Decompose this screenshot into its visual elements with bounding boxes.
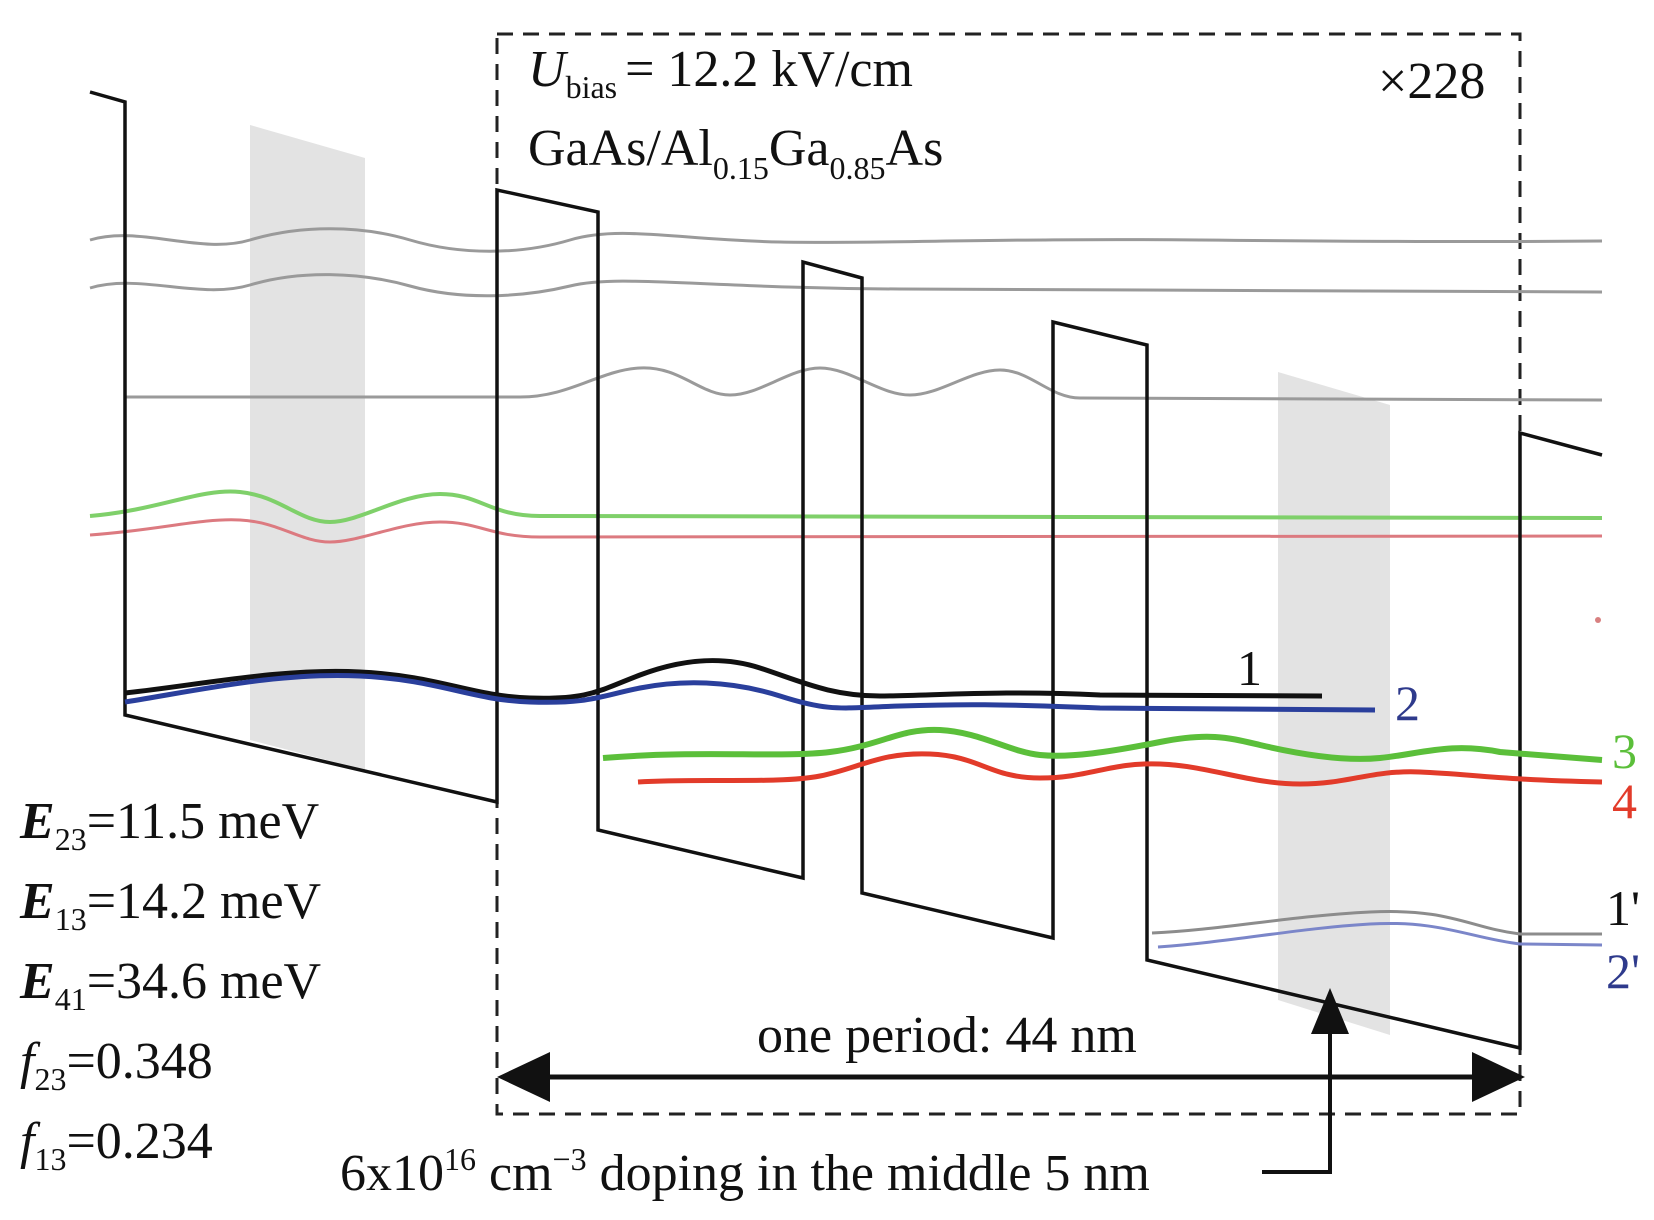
energy-item: f13=0.234 [20,1113,213,1177]
doped-region-right [1278,372,1390,1035]
energy-item: E13=14.2 meV [19,873,321,937]
continuum-state-2 [89,273,1603,298]
continuum-state-1 [89,227,1603,253]
upper-state-red [89,518,1603,544]
upper-state-green [89,489,1603,525]
bias-label: Ubias = 12.2 kV/cm [528,41,913,105]
state-1prime-line [1151,909,1602,936]
conduction-band-edge [89,90,1603,1051]
period-arrow-left-head [497,1052,550,1102]
multiplier-label: ×228 [1378,53,1485,110]
doping-label: 6x1016 cm−3 doping in the middle 5 nm [340,1141,1150,1202]
level-label-2prime: 2' [1606,943,1640,999]
energy-item: E41=34.6 meV [19,953,321,1017]
level-label-2: 2 [1395,675,1420,731]
energy-list: E23=11.5 meV E13=14.2 meV E41=34.6 meV f… [19,793,321,1177]
level-label-1: 1 [1237,640,1262,696]
doping-pointer-line [1262,1030,1332,1174]
period-label: one period: 44 nm [757,1007,1137,1064]
state-1-line [124,658,1323,701]
level-label-3: 3 [1612,723,1637,779]
doping-pointer-head [1311,988,1349,1034]
state-2prime-line [1157,921,1603,949]
energy-item: E23=11.5 meV [19,793,319,857]
material-label: GaAs/Al0.15Ga0.85As [528,120,943,186]
continuum-state-3 [125,366,1603,402]
doped-region-left [250,125,365,770]
marker-dot [1595,617,1601,623]
level-label-4: 4 [1612,773,1637,829]
state-2-line [124,672,1376,713]
level-label-1prime: 1' [1606,880,1640,936]
state-4-line [637,751,1603,787]
state-3-line [602,726,1603,763]
period-arrow-right-head [1472,1052,1525,1102]
energy-item: f23=0.348 [20,1033,213,1097]
